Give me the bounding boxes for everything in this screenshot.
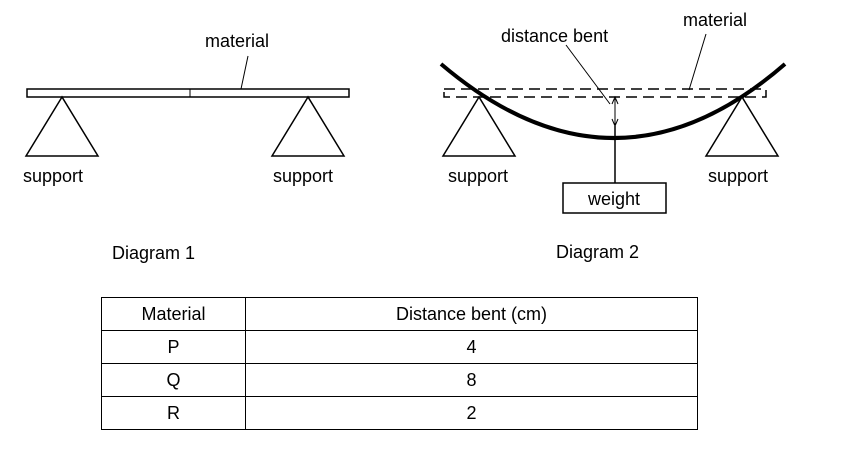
cell-material: R — [101, 396, 246, 430]
results-table: Material Distance bent (cm) P 4 Q 8 R 2 — [101, 297, 698, 430]
diagram2-distance-arrow-head-top — [611, 95, 619, 105]
cell-distance: 4 — [245, 330, 698, 364]
cell-material: P — [101, 330, 246, 364]
diagram1: material support support — [23, 31, 350, 186]
diagram2-weight-box — [562, 182, 667, 214]
cell-distance: 2 — [245, 396, 698, 430]
diagram2-caption: Diagram 2 — [556, 242, 640, 262]
diagram1-support-right — [270, 95, 346, 157]
diagram2-support-right-label: support — [708, 166, 768, 186]
cell-distance: 8 — [245, 363, 698, 397]
diagram1-support-left — [24, 95, 100, 157]
diagram2-weight-label: weight — [587, 189, 640, 209]
diagram2-support-right — [704, 95, 780, 157]
diagram1-caption: Diagram 1 — [112, 243, 196, 263]
table-header-row: Material Distance bent (cm) — [101, 297, 698, 331]
table-row: P 4 — [101, 330, 698, 364]
diagram1-support-right-label: support — [273, 166, 333, 186]
diagram2-distance-label: distance bent — [501, 26, 608, 46]
header-material: Material — [101, 297, 246, 331]
diagram1-support-left-label: support — [23, 166, 83, 186]
diagram2-support-left — [441, 95, 517, 157]
diagram1-material-label: material — [205, 31, 269, 51]
diagram1-material-pointer — [240, 55, 249, 90]
diagram2-material-pointer — [688, 33, 707, 91]
diagram2-material-label: material — [683, 10, 747, 30]
diagram1-material-bar — [26, 88, 350, 98]
diagram2-original-position-bar — [443, 88, 767, 98]
diagram2-distance-pointer — [565, 44, 611, 105]
table-row: R 2 — [101, 396, 698, 430]
cell-material: Q — [101, 363, 246, 397]
table-row: Q 8 — [101, 363, 698, 397]
diagram2-support-left-label: support — [448, 166, 508, 186]
header-distance: Distance bent (cm) — [245, 297, 698, 331]
diagram2-bent-material — [439, 62, 787, 140]
diagram2: distance bent material weight support su… — [439, 10, 787, 214]
